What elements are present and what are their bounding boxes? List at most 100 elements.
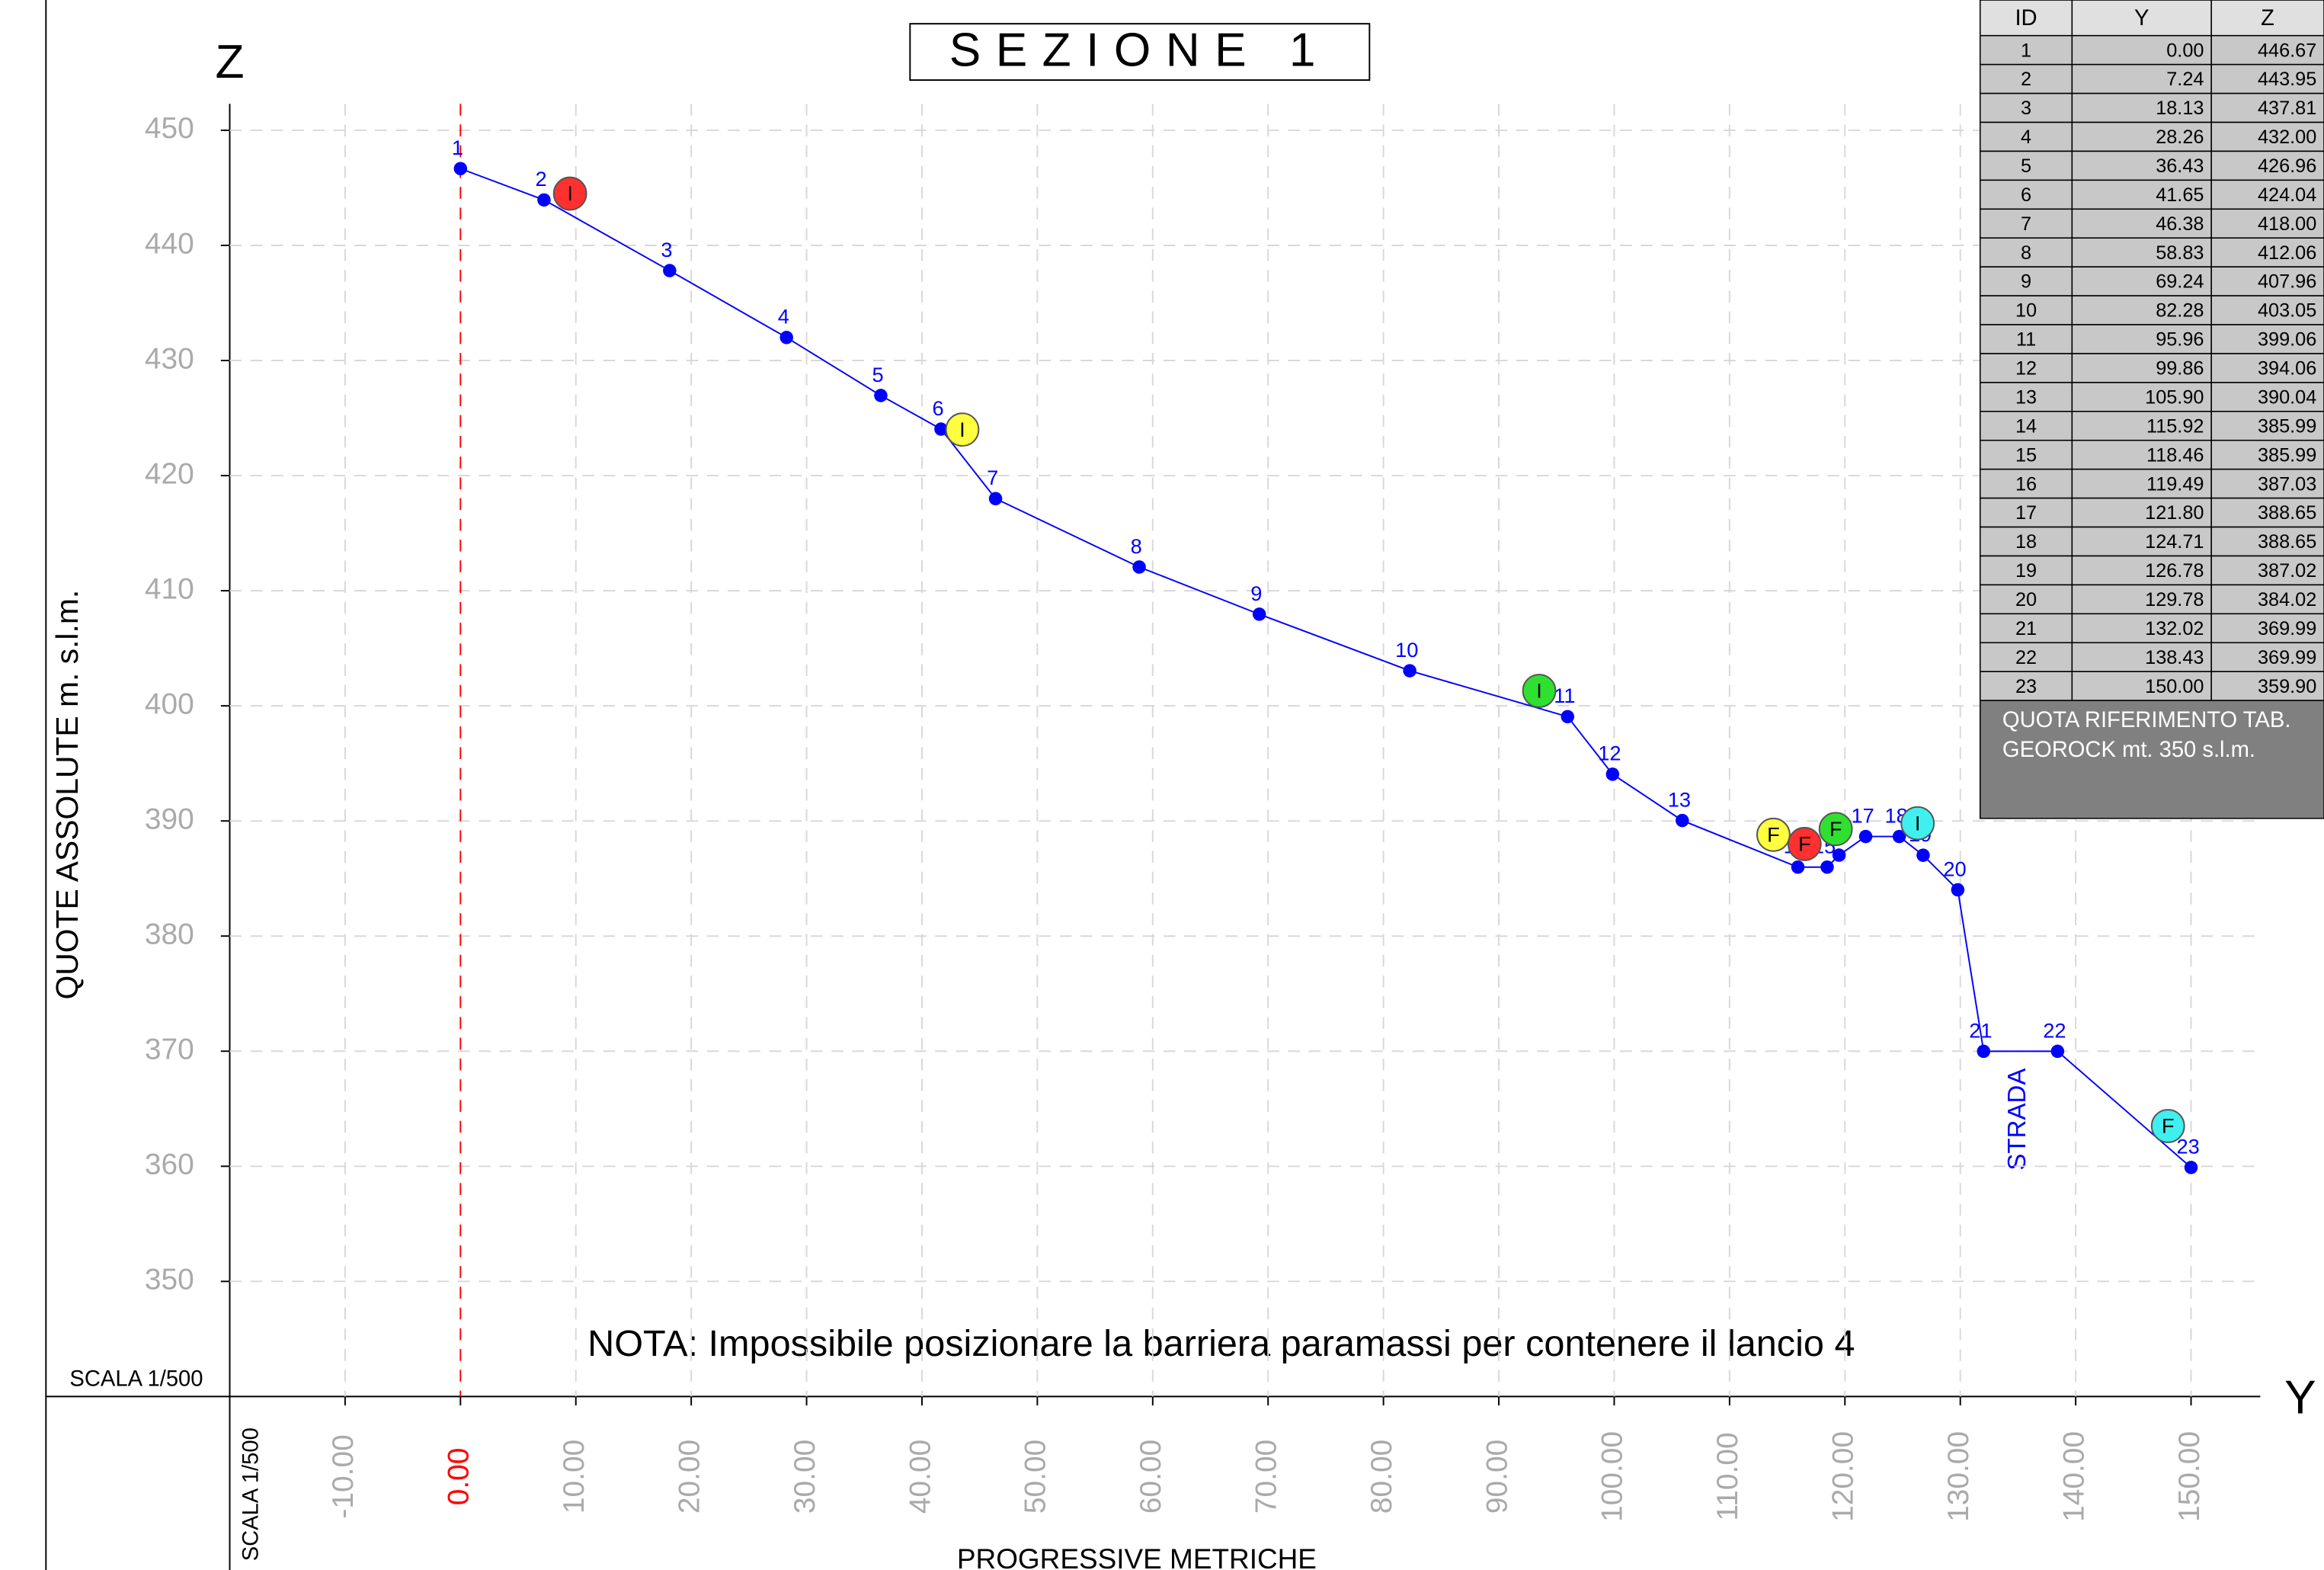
x-tick-label: 10.00 <box>558 1440 591 1514</box>
x-tick-label: 0.00 <box>443 1448 475 1506</box>
y-tick-label: 410 <box>145 572 194 605</box>
table-cell <box>2210 237 2324 268</box>
table-value: 1 <box>2021 40 2031 61</box>
release-marker <box>1787 827 1822 861</box>
point <box>1858 829 1873 844</box>
table-value: 387.02 <box>2258 560 2316 582</box>
table-cell <box>1979 208 2073 239</box>
table-value: 369.99 <box>2258 618 2316 639</box>
y-tick-label: 360 <box>145 1149 194 1181</box>
table-value: 41.65 <box>2156 184 2204 206</box>
release-marker <box>552 176 587 211</box>
table-header: Z <box>2261 6 2274 30</box>
x-tick-label: 50.00 <box>1020 1440 1052 1514</box>
table-cell <box>1979 584 2073 615</box>
table-value: 12 <box>2015 358 2037 380</box>
y-axis-name: Y <box>2284 1372 2316 1424</box>
table-value: 4 <box>2021 127 2031 148</box>
point <box>1916 848 1930 862</box>
point <box>1132 560 1146 574</box>
release-marker <box>2150 1109 2185 1143</box>
point <box>663 264 677 277</box>
table-value: 432.00 <box>2258 127 2316 148</box>
table-value: 385.99 <box>2258 415 2316 437</box>
table-cell <box>1979 497 2073 528</box>
table-header: Y <box>2134 6 2149 30</box>
x-tick-label: 130.00 <box>1942 1431 1975 1522</box>
table-cell <box>2210 121 2324 152</box>
table-cell <box>1979 266 2073 296</box>
point-label: 21 <box>1969 1018 1992 1042</box>
x-tick-label: 120.00 <box>1827 1431 1860 1522</box>
table-cell <box>2210 642 2324 672</box>
point-label: 4 <box>778 305 789 328</box>
z-axis-name: Z <box>215 36 244 88</box>
table-cell <box>2210 411 2324 441</box>
point <box>1951 883 1965 897</box>
table-cell <box>2071 324 2212 354</box>
table-cell <box>2210 179 2324 210</box>
table-value: 385.99 <box>2258 444 2316 466</box>
table-value: 2 <box>2021 69 2031 90</box>
table-cell <box>2210 439 2324 470</box>
table-value: 10 <box>2015 300 2037 322</box>
point-label: 23 <box>2176 1135 2199 1158</box>
y-axis-label: QUOTE ASSOLUTE m. s.l.m. <box>50 590 85 1000</box>
profile-line <box>459 168 2192 1168</box>
data-table: ID Y Z1 0.00 446.672 7.24 443.953 18.13 437.814 2… <box>1979 0 2324 819</box>
table-footnote: GEOROCK mt. 350 s.l.m. <box>2002 738 2255 762</box>
y-tick-label: 450 <box>145 112 194 145</box>
release-marker-label: F <box>2162 1114 2175 1138</box>
table-cell <box>2210 324 2324 354</box>
table-value: 387.03 <box>2258 473 2316 495</box>
table-value: 115.92 <box>2146 415 2204 437</box>
table-cell <box>2071 382 2212 412</box>
table-cell <box>1979 555 2073 586</box>
point <box>779 331 793 344</box>
table-value: 17 <box>2015 502 2037 524</box>
table-cell <box>2071 526 2212 557</box>
table-value: 82.28 <box>2156 300 2204 322</box>
table-cell <box>2210 150 2324 181</box>
table-header-cell <box>2071 0 2212 37</box>
release-marker-label: I <box>567 181 573 205</box>
table-value: 8 <box>2021 242 2031 264</box>
table-value: 443.95 <box>2258 69 2316 90</box>
table-cell <box>2071 34 2212 66</box>
point-label: 13 <box>1668 787 1691 811</box>
point-label: 7 <box>987 466 998 489</box>
table-cell <box>1979 324 2073 354</box>
scale-label: SCALA 1/500 <box>69 1367 203 1392</box>
point <box>1892 829 1906 844</box>
table-value: 399.06 <box>2258 329 2316 351</box>
table-cell <box>2071 63 2212 95</box>
table-cell <box>2071 295 2212 325</box>
table-value: 124.71 <box>2145 531 2204 553</box>
point <box>1977 1044 1991 1059</box>
table-value: 126.78 <box>2145 560 2204 582</box>
table-value: 424.04 <box>2258 184 2316 206</box>
table-value: 21 <box>2015 618 2037 639</box>
table-header: ID <box>2015 6 2037 30</box>
table-footnote-box <box>1979 700 2324 819</box>
point <box>874 389 888 402</box>
table-cell <box>1979 526 2073 557</box>
point-label: 10 <box>1395 638 1418 662</box>
table-cell <box>2210 613 2324 644</box>
table-value: 359.90 <box>2258 676 2316 697</box>
table-cell <box>1979 237 2073 268</box>
title-box <box>909 23 1371 82</box>
table-value: 15 <box>2015 444 2037 466</box>
table-value: 118.46 <box>2146 444 2204 466</box>
point-label: 5 <box>872 363 883 386</box>
table-cell <box>2071 439 2212 470</box>
table-cell <box>1979 63 2073 95</box>
table-value: 388.65 <box>2258 502 2316 524</box>
table-value: 105.90 <box>2145 386 2204 408</box>
x-tick-label: -10.00 <box>327 1434 360 1518</box>
point-label: 20 <box>1943 857 1966 880</box>
x-tick-label: 70.00 <box>1250 1440 1282 1514</box>
x-tick-label: 80.00 <box>1365 1440 1398 1514</box>
point <box>934 422 948 436</box>
